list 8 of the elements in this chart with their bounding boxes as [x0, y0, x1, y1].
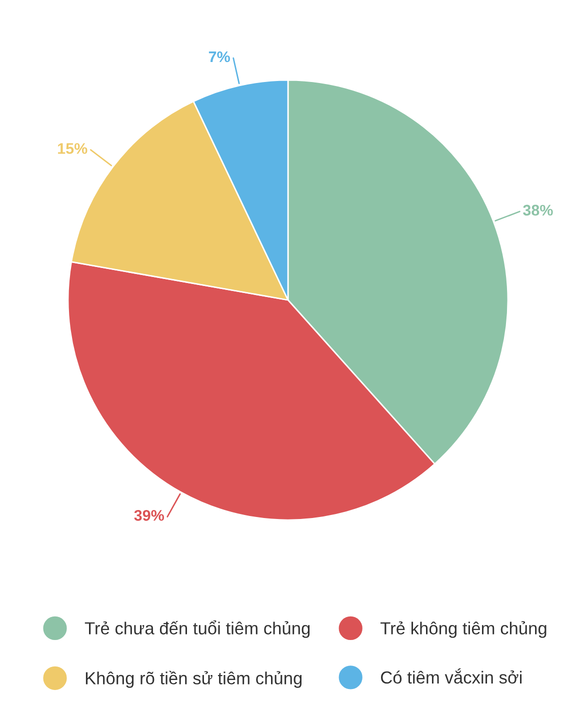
data-label: 7%: [208, 51, 230, 62]
data-label: 15%: [58, 143, 88, 154]
legend-label: Có tiêm vắcxin sởi: [380, 668, 522, 684]
data-label: 39%: [134, 510, 164, 521]
legend-label: Trẻ chưa đến tuổi tiêm chủng: [84, 620, 310, 638]
legend-label: Không rõ tiền sử tiêm chủng: [86, 670, 302, 688]
legend-label: Trẻ không tiêm chủng: [380, 621, 546, 638]
data-label: 38%: [523, 204, 553, 216]
